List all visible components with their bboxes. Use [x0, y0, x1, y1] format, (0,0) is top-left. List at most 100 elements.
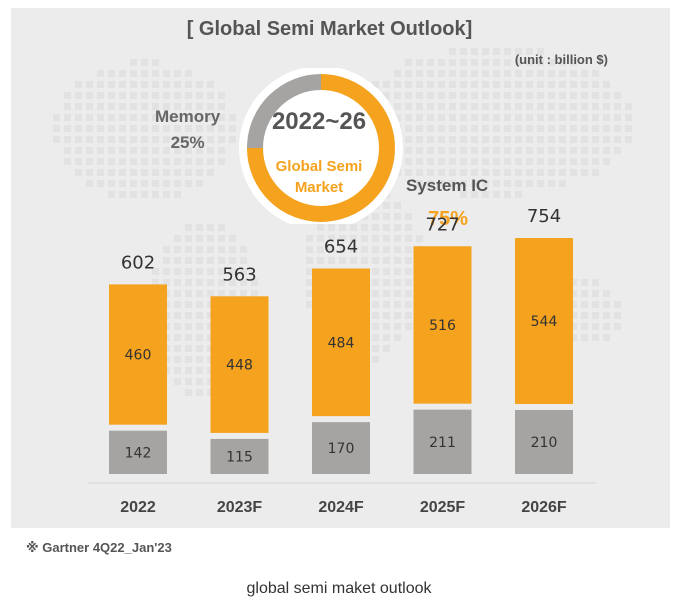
- map-dot: [196, 290, 203, 297]
- map-dot: [141, 114, 148, 121]
- map-dot: [482, 169, 489, 176]
- data-label-memory-2025F: 211: [429, 435, 456, 451]
- map-dot: [471, 48, 478, 55]
- map-dot: [416, 147, 423, 154]
- map-dot: [86, 81, 93, 88]
- map-dot: [416, 235, 423, 242]
- map-dot: [427, 81, 434, 88]
- map-dot: [405, 92, 412, 99]
- map-dot: [438, 59, 445, 66]
- map-dot: [460, 169, 467, 176]
- map-dot: [416, 136, 423, 143]
- map-dot: [493, 48, 500, 55]
- map-dot: [185, 235, 192, 242]
- map-dot: [119, 103, 126, 110]
- map-dot: [592, 158, 599, 165]
- map-dot: [97, 136, 104, 143]
- map-dot: [592, 147, 599, 154]
- map-dot: [141, 125, 148, 132]
- map-dot: [174, 114, 181, 121]
- map-dot: [559, 136, 566, 143]
- map-dot: [383, 92, 390, 99]
- data-label-memory-2023F: 115: [226, 449, 253, 465]
- map-dot: [537, 81, 544, 88]
- map-dot: [416, 81, 423, 88]
- map-dot: [306, 257, 313, 264]
- x-tick-label-2025F: 2025F: [420, 499, 466, 516]
- map-dot: [207, 257, 214, 264]
- map-dot: [108, 103, 115, 110]
- map-dot: [372, 246, 379, 253]
- map-dot: [152, 81, 159, 88]
- map-dot: [196, 92, 203, 99]
- map-dot: [141, 70, 148, 77]
- map-dot: [592, 92, 599, 99]
- map-dot: [86, 92, 93, 99]
- data-label-system-ic-2024F: 484: [328, 335, 355, 351]
- map-dot: [108, 191, 115, 198]
- map-dot: [196, 334, 203, 341]
- map-dot: [603, 114, 610, 121]
- map-dot: [493, 70, 500, 77]
- map-dot: [438, 92, 445, 99]
- map-dot: [130, 169, 137, 176]
- map-dot: [350, 246, 357, 253]
- map-dot: [174, 323, 181, 330]
- map-dot: [218, 235, 225, 242]
- map-dot: [97, 92, 104, 99]
- map-dot: [548, 70, 555, 77]
- map-dot: [416, 114, 423, 121]
- map-dot: [405, 169, 412, 176]
- map-dot: [471, 70, 478, 77]
- map-dot: [130, 125, 137, 132]
- map-dot: [427, 158, 434, 165]
- map-dot: [218, 114, 225, 121]
- map-dot: [548, 114, 555, 121]
- map-dot: [493, 136, 500, 143]
- map-dot: [185, 268, 192, 275]
- map-dot: [548, 147, 555, 154]
- map-dot: [185, 92, 192, 99]
- map-dot: [196, 158, 203, 165]
- map-dot: [119, 114, 126, 121]
- map-dot: [163, 180, 170, 187]
- map-dot: [405, 81, 412, 88]
- map-dot: [581, 301, 588, 308]
- map-dot: [438, 114, 445, 121]
- map-dot: [570, 92, 577, 99]
- donut-center-subtitle: Global Semi Market: [234, 156, 404, 198]
- map-dot: [515, 59, 522, 66]
- map-dot: [207, 246, 214, 253]
- map-dot: [207, 147, 214, 154]
- map-dot: [493, 114, 500, 121]
- map-dot: [592, 301, 599, 308]
- map-dot: [537, 169, 544, 176]
- map-dot: [97, 103, 104, 110]
- map-dot: [482, 136, 489, 143]
- map-dot: [625, 114, 632, 121]
- map-dot: [559, 103, 566, 110]
- map-dot: [559, 147, 566, 154]
- map-dot: [328, 235, 335, 242]
- map-dot: [416, 92, 423, 99]
- chart-title: [ Global Semi Market Outlook]: [186, 18, 473, 40]
- map-dot: [218, 268, 225, 275]
- map-dot: [614, 103, 621, 110]
- map-dot: [108, 92, 115, 99]
- map-dot: [515, 81, 522, 88]
- map-dot: [438, 70, 445, 77]
- map-dot: [130, 191, 137, 198]
- map-dot: [581, 158, 588, 165]
- map-dot: [438, 125, 445, 132]
- map-dot: [152, 114, 159, 121]
- map-dot: [438, 180, 445, 187]
- map-dot: [185, 158, 192, 165]
- map-dot: [526, 169, 533, 176]
- map-dot: [130, 92, 137, 99]
- map-dot: [559, 59, 566, 66]
- map-dot: [394, 70, 401, 77]
- map-dot: [504, 125, 511, 132]
- map-dot: [559, 125, 566, 132]
- map-dot: [460, 125, 467, 132]
- memory-share-label: Memory 25%: [155, 104, 220, 156]
